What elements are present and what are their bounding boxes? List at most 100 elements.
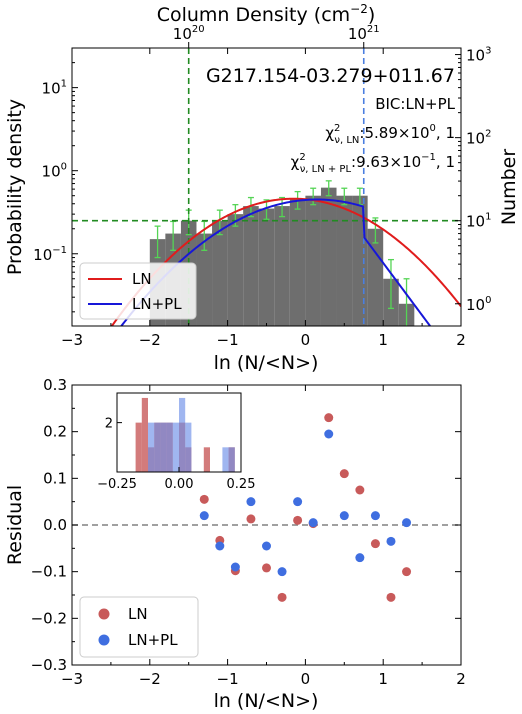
- residual-point-ln: [355, 485, 365, 495]
- inset-x-tick-label: −0.25: [97, 477, 137, 492]
- inset-bar-lnpl: [172, 422, 179, 472]
- inset-bar-lnpl: [148, 422, 155, 472]
- residual-point-ln: [339, 469, 349, 479]
- residual-point-ln: [277, 592, 287, 602]
- x-tick-label: −2: [139, 670, 161, 688]
- top-column-density-axis: 1020 1021: [173, 24, 380, 48]
- annotation-bic: BIC:LN+PL: [375, 95, 455, 113]
- chi-lnpl-tail: , 1: [436, 153, 455, 171]
- annotation-chi-ln: χ2 ν, LN:5.89×100, 1: [325, 123, 455, 146]
- legend-label-ln: LN: [132, 270, 152, 288]
- inset-bar-ln: [135, 422, 142, 472]
- inset-x-axis: −0.25 0.00 0.25: [97, 467, 255, 492]
- bottom-y-axis: −0.3 −0.2 −0.1 0.0 0.1 0.2 0.3: [31, 376, 461, 674]
- y-tick-label: 0.2: [43, 423, 67, 441]
- inset-bar-lnpl: [154, 422, 161, 472]
- histogram-bar: [336, 195, 353, 326]
- top-plot-content: [72, 48, 461, 326]
- x-tick-label: 1: [378, 670, 388, 688]
- chi-lnpl-exp: −1: [421, 152, 436, 163]
- column-density-tick-label: 1021: [348, 24, 380, 43]
- x-tick-label: 1: [378, 331, 388, 349]
- inset-x-tick-label: 0.25: [227, 477, 256, 492]
- residual-point-lnpl: [293, 497, 303, 507]
- top-right-y-label: Number: [498, 149, 520, 226]
- inset-bar-lnpl: [228, 447, 235, 472]
- residual-point-ln: [246, 514, 256, 524]
- bottom-plot-content: [72, 413, 461, 602]
- x-tick-label: 0: [301, 670, 311, 688]
- inset-y-axis: 2: [105, 417, 122, 473]
- histogram-bars: [149, 187, 415, 326]
- inset-y-tick-label: 2: [105, 417, 113, 432]
- residual-point-ln: [386, 592, 396, 602]
- right-y-tick-label: 100: [466, 295, 491, 314]
- x-tick-label: 2: [456, 331, 466, 349]
- inset-x-tick-label: 0.00: [165, 477, 194, 492]
- inset: −0.25 0.00 0.25 2: [97, 392, 255, 492]
- chi-ln-exp: 0: [430, 123, 436, 134]
- histogram-bar: [227, 214, 244, 326]
- y-tick-label: −0.2: [31, 609, 67, 627]
- top-y-label: Probability density: [4, 99, 26, 275]
- inset-bar-lnpl: [222, 447, 229, 472]
- x-tick-label: −1: [217, 331, 239, 349]
- residual-point-ln: [262, 563, 271, 573]
- x-tick-label: 2: [456, 670, 466, 688]
- residual-point-lnpl: [215, 541, 225, 551]
- top-x-axis: −3 −2 −1 0 1 2: [61, 48, 466, 349]
- y-tick-label: −0.1: [31, 563, 67, 581]
- right-y-tick-label: 103: [466, 46, 491, 65]
- residual-point-lnpl: [262, 541, 271, 551]
- x-tick-label: −2: [139, 331, 161, 349]
- histogram-bar: [320, 187, 337, 326]
- top-title: G217.154-03.279+011.67: [206, 65, 455, 87]
- chi-ln-sub: ν, LN: [334, 135, 359, 146]
- residual-point-lnpl: [308, 518, 318, 528]
- histogram-bar: [196, 233, 213, 326]
- y-tick-label: 0.3: [43, 376, 67, 394]
- inset-bar-ln: [203, 447, 210, 472]
- histogram-bar: [289, 199, 306, 326]
- column-density-exp: −2: [350, 2, 368, 16]
- residual-point-lnpl: [324, 429, 334, 439]
- right-y-tick-label: 101: [466, 212, 491, 231]
- top-x-label: ln (N/<N>): [214, 352, 319, 374]
- inset-bars-group: [135, 397, 235, 472]
- histogram-bar: [274, 206, 290, 326]
- residual-point-ln: [293, 515, 303, 525]
- residual-point-lnpl: [386, 536, 396, 546]
- bottom-x-axis: −3 −2 −1 0 1 2: [61, 385, 466, 688]
- x-tick-label: 0: [301, 331, 311, 349]
- annotation-chi-lnpl: χ2 ν, LN + PL:9.63×10−1, 1: [291, 152, 455, 175]
- inset-bar-lnpl: [179, 397, 186, 472]
- legend-label-ln-residual: LN: [128, 605, 148, 623]
- residual-point-ln: [199, 494, 209, 504]
- histogram-bar: [212, 220, 228, 326]
- inset-bar-lnpl: [166, 422, 173, 472]
- y-tick-label: 100: [42, 162, 67, 181]
- legend-label-lnpl: LN+PL: [132, 295, 182, 313]
- chi-ln-text: :5.89×10: [359, 124, 429, 142]
- histogram-bar: [258, 208, 275, 326]
- histogram-bar: [367, 228, 384, 326]
- y-tick-label: 10−1: [33, 245, 67, 264]
- bottom-legend: LN LN+PL: [79, 596, 199, 658]
- chi-lnpl-sup: 2: [299, 152, 305, 163]
- y-tick-label: 0.1: [43, 469, 67, 487]
- residual-point-lnpl: [277, 567, 287, 577]
- bottom-y-label: Residual: [4, 485, 26, 565]
- y-tick-label: −0.3: [31, 656, 67, 674]
- top-column-density-label: Column Density (cm−2): [157, 2, 376, 26]
- bottom-legend-box: [79, 596, 199, 658]
- chi-ln-tail: , 1: [436, 124, 455, 142]
- top-legend: LN LN+PL: [79, 262, 197, 320]
- x-tick-label: −3: [61, 331, 83, 349]
- histogram-bar: [305, 195, 321, 326]
- legend-marker-ln: [98, 608, 110, 620]
- residual-point-ln: [370, 539, 380, 549]
- inset-bar-ln: [141, 397, 148, 472]
- right-y-tick-label: 102: [466, 129, 491, 148]
